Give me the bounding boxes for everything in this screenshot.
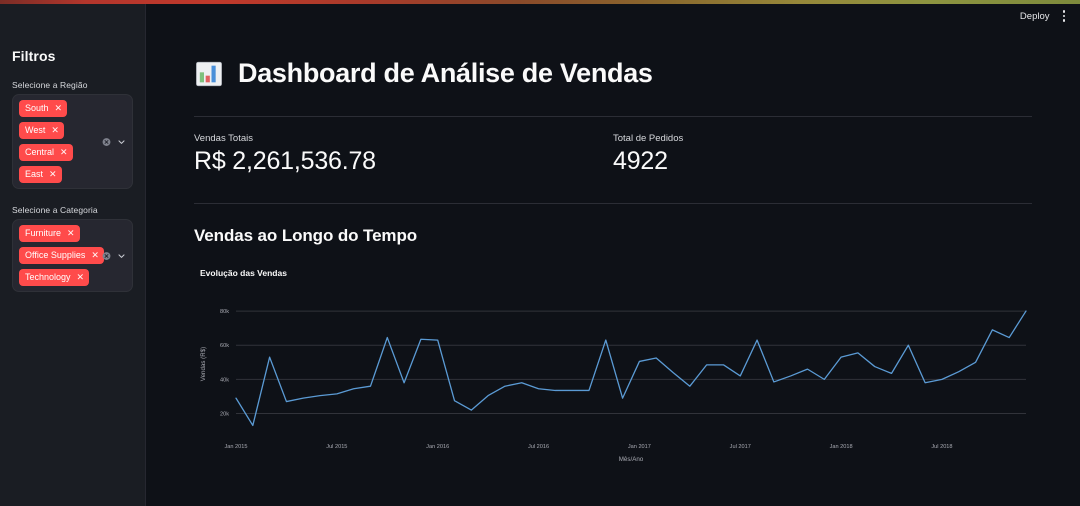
chevron-down-icon[interactable] xyxy=(117,137,126,146)
category-selected-chips: Furniture ✕ Office Supplies ✕ Technology… xyxy=(19,225,104,286)
svg-text:Vendas (R$): Vendas (R$) xyxy=(200,347,207,381)
chip-category-furniture[interactable]: Furniture ✕ xyxy=(19,225,80,242)
deploy-toolbar: Deploy xyxy=(1020,0,1080,32)
sidebar: Filtros Selecione a Região South ✕ West … xyxy=(0,0,146,506)
metric-value: R$ 2,261,536.78 xyxy=(194,147,376,175)
svg-text:Jul 2015: Jul 2015 xyxy=(326,444,347,450)
metric-label: Vendas Totais xyxy=(194,133,253,144)
svg-text:Jul 2016: Jul 2016 xyxy=(528,444,549,450)
metric-total-orders: Total de Pedidos 4922 xyxy=(613,133,1032,176)
region-multiselect-controls xyxy=(102,137,126,146)
region-filter-label: Selecione a Região xyxy=(12,80,88,90)
chart-title: Evolução das Vendas xyxy=(200,268,287,278)
chip-label: Central xyxy=(25,147,55,157)
running-status-gradient-bar xyxy=(0,0,1080,4)
chip-label: Technology xyxy=(25,272,71,282)
metric-label: Total de Pedidos xyxy=(613,133,684,144)
chip-remove-icon[interactable]: ✕ xyxy=(67,228,75,238)
category-filter-label: Selecione a Categoria xyxy=(12,205,98,215)
chip-region-west[interactable]: West ✕ xyxy=(19,122,64,139)
chip-category-office-supplies[interactable]: Office Supplies ✕ xyxy=(19,247,104,264)
region-multiselect[interactable]: South ✕ West ✕ Central ✕ East ✕ xyxy=(12,94,133,189)
chip-remove-icon[interactable]: ✕ xyxy=(51,125,59,135)
chip-label: East xyxy=(25,169,44,179)
chip-label: South xyxy=(25,103,49,113)
kebab-menu-icon[interactable] xyxy=(1060,6,1069,26)
main-content: Deploy Dashboard de Análise de Vendas xyxy=(146,0,1080,506)
metric-total-sales: Vendas Totais R$ 2,261,536.78 xyxy=(194,133,613,176)
svg-text:Jan 2018: Jan 2018 xyxy=(830,444,853,450)
divider-top xyxy=(194,116,1032,117)
chip-label: West xyxy=(25,125,46,135)
content-column: Dashboard de Análise de Vendas Vendas To… xyxy=(146,58,1080,464)
svg-text:Jan 2017: Jan 2017 xyxy=(628,444,651,450)
metric-value: 4922 xyxy=(613,147,668,175)
chevron-down-icon[interactable] xyxy=(117,251,126,260)
svg-text:60k: 60k xyxy=(220,343,229,349)
svg-text:80k: 80k xyxy=(220,309,229,315)
chip-category-technology[interactable]: Technology ✕ xyxy=(19,269,90,286)
chip-remove-icon[interactable]: ✕ xyxy=(60,147,68,157)
chip-region-south[interactable]: South ✕ xyxy=(19,100,68,117)
metrics-row: Vendas Totais R$ 2,261,536.78 Total de P… xyxy=(194,133,1032,176)
clear-circle-icon[interactable] xyxy=(102,137,111,146)
svg-text:Jul 2018: Jul 2018 xyxy=(931,444,952,450)
sidebar-title: Filtros xyxy=(12,48,56,64)
chart-canvas[interactable]: 20k 40k 60k 80k Jan 2015 Jul 2015 Jan 2016 Jul … xyxy=(194,284,1032,464)
page-header: Dashboard de Análise de Vendas xyxy=(194,58,1032,89)
region-selected-chips: South ✕ West ✕ Central ✕ East ✕ xyxy=(19,100,98,183)
section-title-sales-over-time: Vendas ao Longo do Tempo xyxy=(194,226,418,245)
bar-chart-icon xyxy=(194,59,224,89)
chip-region-east[interactable]: East ✕ xyxy=(19,166,62,183)
page-title: Dashboard de Análise de Vendas xyxy=(238,58,653,88)
sales-line-chart: Evolução das Vendas 20k 40k 60k 80k Jan 2015… xyxy=(194,268,1032,464)
chip-label: Office Supplies xyxy=(25,250,86,260)
deploy-button[interactable]: Deploy xyxy=(1019,10,1050,22)
svg-text:40k: 40k xyxy=(220,377,229,383)
svg-text:20k: 20k xyxy=(220,412,229,418)
svg-text:Jul 2017: Jul 2017 xyxy=(730,444,751,450)
chip-label: Furniture xyxy=(25,228,62,238)
divider-bottom xyxy=(194,203,1032,204)
chip-remove-icon[interactable]: ✕ xyxy=(91,250,99,260)
clear-circle-icon[interactable] xyxy=(102,251,111,260)
chip-region-central[interactable]: Central ✕ xyxy=(19,144,73,161)
chip-remove-icon[interactable]: ✕ xyxy=(49,169,57,179)
svg-text:Mês/Ano: Mês/Ano xyxy=(619,456,644,463)
svg-text:Jan 2016: Jan 2016 xyxy=(426,444,449,450)
category-multiselect-controls xyxy=(102,251,126,260)
category-multiselect[interactable]: Furniture ✕ Office Supplies ✕ Technology… xyxy=(12,219,133,292)
svg-text:Jan 2015: Jan 2015 xyxy=(224,444,247,450)
chip-remove-icon[interactable]: ✕ xyxy=(76,272,85,282)
chip-remove-icon[interactable]: ✕ xyxy=(54,103,63,113)
